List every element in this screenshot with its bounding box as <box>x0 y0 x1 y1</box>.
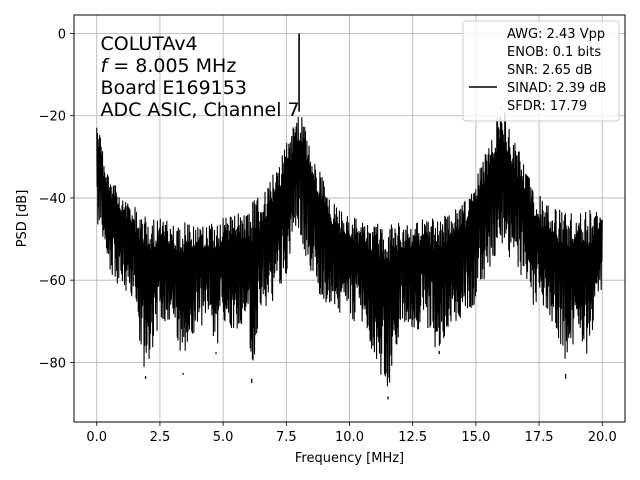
x-tick-label: 20.0 <box>588 430 617 445</box>
legend-text-line: AWG: 2.43 Vpp <box>507 27 605 42</box>
series-trace <box>96 112 603 387</box>
annotation-line: ADC ASIC, Channel 7 <box>101 99 300 121</box>
annotation-line: COLUTAv4 <box>101 33 198 55</box>
legend: AWG: 2.43 Vpp ENOB: 0.1 bits SNR: 2.65 dB S… <box>462 20 620 122</box>
y-tick-label: −40 <box>39 192 66 207</box>
x-tick-label: 7.5 <box>276 430 297 445</box>
y-axis-ticks: 0 −20 −40 −60 −80 <box>39 28 74 371</box>
y-tick-label: 0 <box>58 28 66 43</box>
x-tick-label: 10.0 <box>335 430 364 445</box>
x-tick-label: 17.5 <box>525 430 554 445</box>
x-tick-label: 0.0 <box>86 430 107 445</box>
legend-text-line: SINAD: 2.39 dB <box>507 81 606 96</box>
legend-text-line: ENOB: 0.1 bits <box>507 45 601 60</box>
annotation-line: f = 8.005 MHz <box>101 55 237 77</box>
x-tick-label: 15.0 <box>461 430 490 445</box>
legend-text-line: SNR: 2.65 dB <box>507 63 592 78</box>
x-tick-label: 2.5 <box>150 430 171 445</box>
annotation-line: Board E169153 <box>101 77 247 99</box>
y-tick-label: −20 <box>39 110 66 125</box>
x-axis-label: Frequency [MHz] <box>295 451 404 466</box>
y-tick-label: −80 <box>39 356 66 371</box>
y-axis-label: PSD [dB] <box>15 190 30 248</box>
legend-box <box>462 20 620 122</box>
x-tick-label: 12.5 <box>398 430 427 445</box>
legend-text-line: SFDR: 17.79 <box>507 99 587 114</box>
plot-series <box>96 33 603 400</box>
x-tick-label: 5.0 <box>213 430 234 445</box>
y-tick-label: −60 <box>39 274 66 289</box>
legend-texts: AWG: 2.43 Vpp ENOB: 0.1 bits SNR: 2.65 dB S… <box>507 27 606 114</box>
x-axis-ticks: 0.0 2.5 5.0 7.5 10.0 12.5 15.0 17.5 20.0 <box>86 422 617 445</box>
